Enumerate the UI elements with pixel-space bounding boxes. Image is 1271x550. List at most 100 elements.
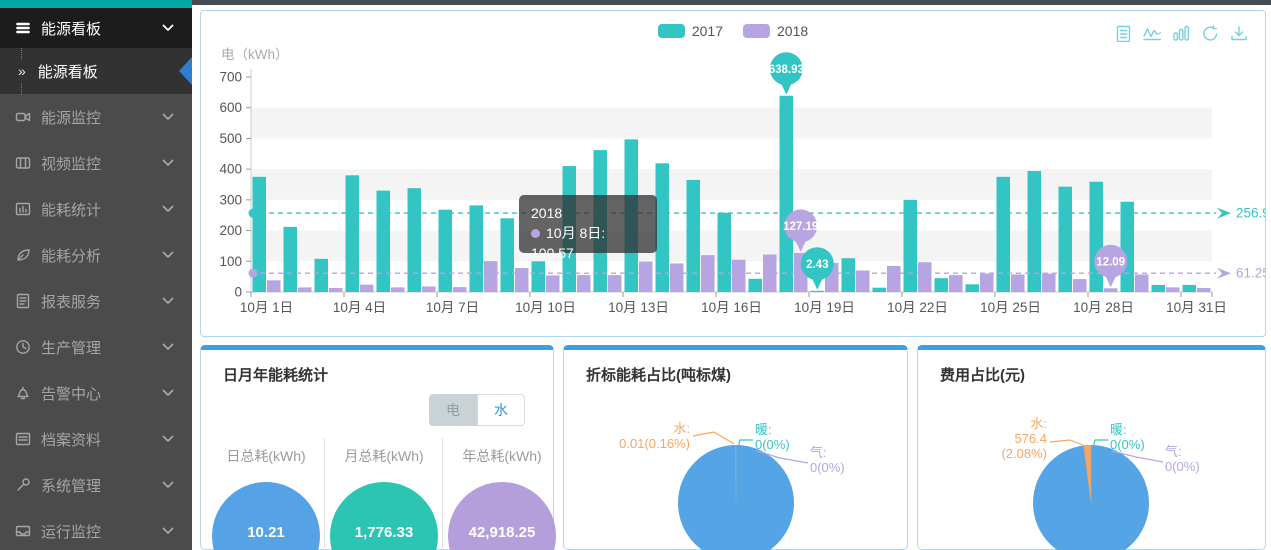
split-area-band	[251, 107, 1212, 139]
bar-2018-day20[interactable]	[856, 270, 870, 293]
bar-2017-day24[interactable]	[965, 284, 980, 292]
pie-label-暖: 暖:0(0%)	[737, 422, 790, 452]
bar-2018-day4[interactable]	[360, 284, 374, 292]
markpoint-2017-638.93: 638.93	[769, 52, 804, 95]
bar-2018-day15[interactable]	[701, 255, 715, 292]
bar-2018-day10[interactable]	[546, 275, 560, 292]
bar-2018-day23[interactable]	[949, 275, 963, 292]
chevron-down-icon	[162, 251, 174, 258]
toggle-water-button[interactable]: 水	[477, 394, 525, 426]
bar-2017-day17[interactable]	[748, 278, 763, 292]
bar-2018-day28[interactable]	[1104, 288, 1118, 292]
bar-2018-day5[interactable]	[391, 287, 405, 292]
bar-2018-day14[interactable]	[670, 263, 684, 292]
sidebar-item-archives[interactable]: 档案资料	[0, 416, 192, 462]
bar-2018-day12[interactable]	[608, 275, 622, 292]
bar-2017-day7[interactable]	[438, 209, 453, 292]
sidebar-item-system-mgmt[interactable]: 系统管理	[0, 462, 192, 508]
bar-2017-day16[interactable]	[717, 212, 732, 292]
bar-2018-day21[interactable]	[887, 265, 901, 292]
bar-2018-day2[interactable]	[298, 287, 312, 292]
bar-2018-day3[interactable]	[329, 288, 343, 292]
legend-label-2017: 2017	[691, 23, 723, 39]
legend-item-2017[interactable]: 2017	[657, 23, 723, 39]
legend-item-2018[interactable]: 2018	[743, 23, 808, 39]
chevron-down-icon	[162, 297, 174, 304]
bar-2017-day5[interactable]	[376, 190, 391, 292]
bar-2017-day6[interactable]	[407, 188, 422, 292]
cost-ratio-pie[interactable]: 水:576.4(2.08%)暖:0(0%) 气:0(0%)	[918, 350, 1265, 550]
bar-2017-day25[interactable]	[996, 176, 1011, 292]
bar-chart-icon[interactable]	[1172, 25, 1191, 43]
bar-2017-day3[interactable]	[314, 258, 329, 292]
refresh-icon[interactable]	[1201, 25, 1220, 43]
bar-2017-day4[interactable]	[345, 175, 360, 292]
sidebar-item-report-service[interactable]: 报表服务	[0, 278, 192, 324]
bar-2017-day14[interactable]	[655, 163, 670, 292]
bar-2017-day21[interactable]	[872, 287, 887, 292]
kanban-icon	[16, 22, 30, 34]
bar-2018-day16[interactable]	[732, 259, 746, 292]
pie-label-气: 气:0(0%)	[1111, 444, 1200, 474]
bar-2017-day9[interactable]	[500, 218, 515, 292]
bar-2018-day31[interactable]	[1197, 288, 1211, 292]
bar-2018-day6[interactable]	[422, 286, 436, 292]
bar-2017-day20[interactable]	[841, 258, 856, 292]
bar-2018-day27[interactable]	[1073, 279, 1087, 292]
bar-2017-day30[interactable]	[1151, 284, 1166, 292]
report-icon	[16, 293, 30, 309]
stat-circle: 1,776.33	[330, 482, 438, 550]
coal-ratio-pie[interactable]: 水:0.01(0.16%)暖:0(0%)气:0(0%)	[564, 350, 907, 550]
bar-2018-day25[interactable]	[1011, 274, 1025, 292]
sidebar-item-alert-center[interactable]: 告警中心	[0, 370, 192, 416]
header-strip	[192, 0, 1271, 5]
bar-2018-day1[interactable]	[267, 280, 281, 292]
bar-2018-day8[interactable]	[484, 261, 498, 292]
data-view-icon[interactable]	[1114, 25, 1133, 43]
sidebar-item-energy-dashboard[interactable]: 能源看板	[0, 8, 192, 48]
bar-2017-day29[interactable]	[1120, 201, 1135, 292]
bar-2017-day1[interactable]	[252, 176, 267, 292]
pie-slice-水[interactable]	[1083, 445, 1091, 503]
x-tick-label: 10月 25日	[980, 300, 1041, 315]
bar-2017-day19[interactable]	[810, 290, 825, 292]
bar-2018-day24[interactable]	[980, 273, 994, 292]
bar-2017-day10[interactable]	[531, 261, 546, 292]
bar-2018-day30[interactable]	[1166, 287, 1180, 292]
bar-2018-day29[interactable]	[1135, 274, 1149, 292]
bar-2017-day27[interactable]	[1058, 186, 1073, 292]
bar-chart[interactable]: 0 100 200 300 400 500 600 700 电（kWh） 10月 1日 10月 4日…	[201, 11, 1265, 336]
y-tick-label: 0	[234, 285, 242, 300]
pie-label-水: 水:576.4(2.08%)	[1001, 416, 1086, 461]
bar-2017-day2[interactable]	[283, 226, 298, 292]
bar-2017-day15[interactable]	[686, 179, 701, 292]
sidebar-item-production-mgmt[interactable]: 生产管理	[0, 324, 192, 370]
bar-2018-day22[interactable]	[918, 262, 932, 292]
sidebar-item-energy-monitor[interactable]: 能源监控	[0, 94, 192, 140]
download-icon[interactable]	[1230, 25, 1249, 43]
bar-2018-day17[interactable]	[763, 254, 777, 292]
bar-2017-day12[interactable]	[593, 150, 608, 292]
bar-2017-day28[interactable]	[1089, 181, 1104, 292]
bar-2017-day13[interactable]	[624, 139, 639, 292]
line-chart-icon[interactable]	[1143, 25, 1162, 43]
bar-2018-day7[interactable]	[453, 287, 467, 292]
toggle-electricity-button[interactable]: 电	[429, 394, 477, 426]
bar-2018-day9[interactable]	[515, 268, 529, 292]
sidebar-item-energy-stats[interactable]: 能耗统计	[0, 186, 192, 232]
bar-2018-day13[interactable]	[639, 261, 653, 292]
sidebar-item-operation-monitor[interactable]: 运行监控	[0, 508, 192, 550]
sidebar-item-energy-analysis[interactable]: 能耗分析	[0, 232, 192, 278]
bar-2017-day18[interactable]	[779, 95, 794, 292]
svg-text:0(0%): 0(0%)	[810, 460, 845, 475]
sidebar-subitem-energy-dashboard[interactable]: » 能源看板	[0, 48, 192, 94]
bar-2017-day23[interactable]	[934, 278, 949, 292]
bar-2017-day8[interactable]	[469, 205, 484, 292]
bar-2018-day26[interactable]	[1042, 273, 1056, 292]
sidebar-item-video-monitor[interactable]: 视频监控	[0, 140, 192, 186]
bar-2017-day22[interactable]	[903, 199, 918, 292]
bar-2018-day11[interactable]	[577, 275, 591, 292]
coal-ratio-panel: 折标能耗占比(吨标煤) 水: 0.01(0.16%) 暖: 0(0%) 气: 0(0%)	[563, 345, 908, 550]
bar-2017-day26[interactable]	[1027, 170, 1042, 292]
bar-2017-day31[interactable]	[1182, 284, 1197, 292]
